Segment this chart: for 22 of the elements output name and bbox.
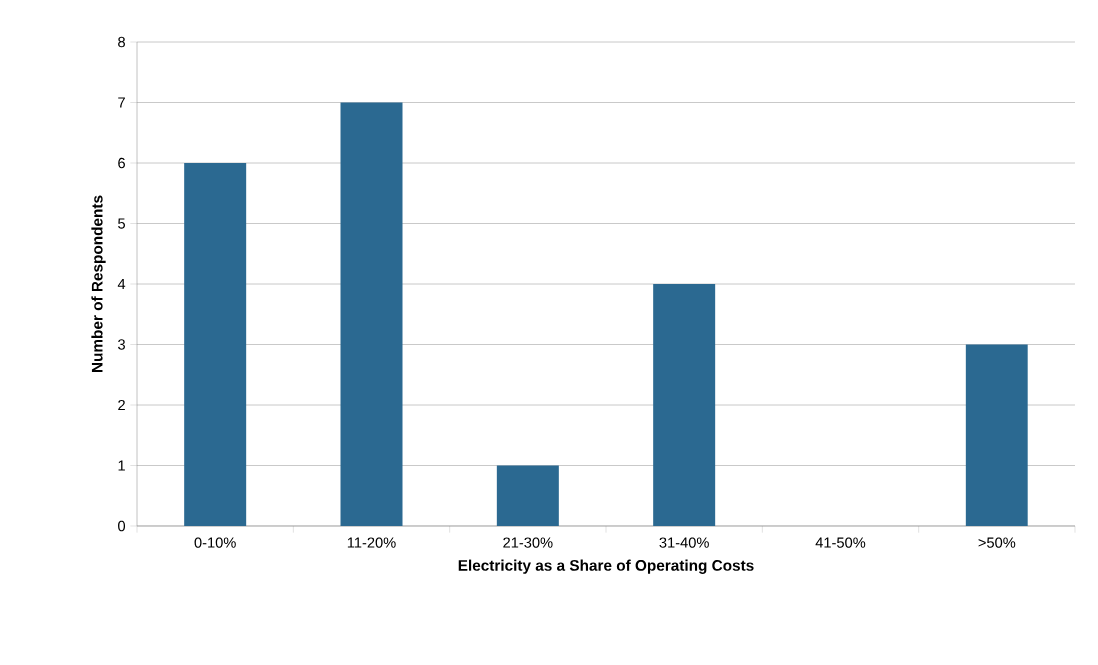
x-tick-label: 11-20% (347, 537, 396, 548)
x-tick-label: 31-40% (659, 537, 709, 548)
y-tick-label: 1 (118, 460, 125, 471)
y-tick-label: 5 (118, 218, 125, 229)
x-tick-label: 41-50% (815, 537, 866, 548)
x-tick-label: >50% (978, 537, 1016, 548)
y-tick-label: 0 (118, 520, 126, 532)
y-tick-label: 7 (118, 97, 125, 108)
bar (496, 465, 559, 526)
x-tick-label: 0-10% (194, 537, 236, 548)
bar (184, 163, 247, 526)
bar (340, 102, 403, 526)
bar (653, 284, 716, 526)
y-tick-label: 2 (118, 399, 125, 411)
y-axis-title: Number of Respondents (91, 195, 106, 373)
y-tick-label: 6 (118, 157, 125, 169)
y-tick-label: 4 (117, 278, 126, 290)
x-axis-title: Electricity as a Share of Operating Costs (458, 559, 754, 574)
x-tick-label: 21-30% (503, 537, 553, 548)
y-tick-label: 8 (118, 36, 125, 48)
y-tick-label: 3 (118, 339, 125, 350)
bar (965, 344, 1028, 526)
